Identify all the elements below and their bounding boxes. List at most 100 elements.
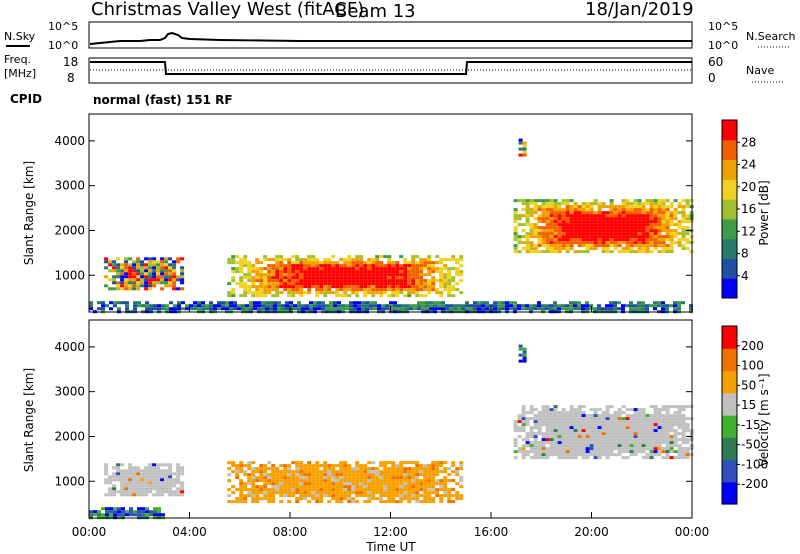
power-cell-3 — [301, 304, 305, 308]
velocity-cell-0 — [124, 481, 129, 485]
velocity-cell-0 — [140, 475, 145, 479]
velocity-cell-2 — [665, 405, 670, 409]
power-cell-1 — [375, 288, 380, 292]
power-cell-0 — [168, 278, 173, 282]
velocity-cell-2 — [621, 432, 626, 436]
velocity-cell-1 — [291, 488, 296, 492]
power-cell-2 — [681, 235, 686, 239]
power-cell-0 — [152, 269, 157, 273]
power-cell-1 — [375, 261, 380, 265]
power-cell-3 — [165, 304, 169, 308]
velocity-cell-0 — [128, 466, 133, 470]
power-cell-1 — [303, 258, 308, 262]
velocity-cell-4 — [522, 359, 527, 363]
velocity-cell-2 — [597, 453, 602, 457]
velocity-cell-1 — [427, 479, 432, 483]
power-cell-0 — [164, 275, 169, 279]
power-cell-1 — [395, 276, 400, 280]
power-cell-2 — [545, 202, 550, 206]
power-cell-1 — [275, 258, 280, 262]
velocity-cell-1 — [319, 497, 324, 501]
velocity-cell-1 — [307, 500, 312, 504]
velocity-cell-1 — [431, 497, 436, 501]
velocity-cell-2 — [521, 414, 526, 418]
velocity-cell-1 — [259, 464, 264, 468]
power-cell-2 — [617, 244, 622, 248]
power-cell-2 — [545, 250, 550, 254]
velocity-cell-2 — [585, 444, 590, 448]
power-cell-2 — [677, 211, 682, 215]
velocity-cell-1 — [319, 494, 324, 498]
velocity-cell-0 — [148, 463, 153, 467]
velocity-cell-2 — [673, 423, 678, 427]
power-cell-2 — [545, 232, 550, 236]
velocity-cell-1 — [395, 485, 400, 489]
power-cell-1 — [415, 276, 420, 280]
velocity-cell-2 — [673, 450, 678, 454]
velocity-cell-2 — [641, 432, 646, 436]
power-cell-2 — [637, 247, 642, 251]
power-cell-2 — [605, 238, 610, 242]
power-cell-2 — [577, 232, 582, 236]
power-cell-2 — [589, 217, 594, 221]
power-cell-3 — [117, 301, 121, 305]
power-cell-3 — [421, 304, 425, 308]
power-cell-2 — [557, 217, 562, 221]
velocity-cell-1 — [259, 479, 264, 483]
power-cell-2 — [549, 232, 554, 236]
power-cell-2 — [613, 205, 618, 209]
power-cell-2 — [653, 238, 658, 242]
power-cell-2 — [589, 235, 594, 239]
velocity-cell-2 — [549, 435, 554, 439]
velocity-cell-1 — [267, 494, 272, 498]
velocity-cell-0 — [120, 475, 125, 479]
x-tick-label: 16:00 — [474, 525, 509, 539]
power-cell-3 — [393, 307, 397, 311]
power-cell-2 — [681, 247, 686, 251]
power-cell-3 — [297, 301, 301, 305]
velocity-cell-2 — [669, 441, 674, 445]
power-cell-2 — [581, 232, 586, 236]
power-cell-3 — [529, 304, 533, 308]
velocity-cell-2 — [517, 450, 522, 454]
power-colorbar-label: Power [dB] — [757, 180, 771, 245]
power-cell-3 — [205, 307, 209, 311]
velocity-cell-2 — [657, 417, 662, 421]
power-cell-1 — [455, 261, 460, 265]
velocity-cell-1 — [407, 500, 412, 504]
power-cell-1 — [259, 261, 264, 265]
velocity-cell-1 — [247, 494, 252, 498]
power-cell-2 — [665, 220, 670, 224]
velocity-cell-0 — [120, 490, 125, 494]
velocity-cell-2 — [597, 423, 602, 427]
velocity-cell-2 — [537, 426, 542, 430]
power-cell-3 — [425, 301, 429, 305]
velocity-cell-0 — [168, 472, 173, 476]
velocity-cell-1 — [283, 464, 288, 468]
power-cell-1 — [403, 264, 408, 268]
power-cell-2 — [517, 241, 522, 245]
velocity-cell-1 — [239, 488, 244, 492]
velocity-cell-2 — [669, 417, 674, 421]
power-cell-1 — [359, 264, 364, 268]
power-cell-2 — [585, 217, 590, 221]
colorbar-segment — [722, 179, 737, 200]
velocity-cell-0 — [144, 487, 149, 491]
power-cell-3 — [173, 307, 177, 311]
power-cell-2 — [685, 202, 690, 206]
power-cell-1 — [355, 258, 360, 262]
power-cell-2 — [665, 238, 670, 242]
power-cell-3 — [505, 301, 509, 305]
power-cell-3 — [217, 307, 221, 311]
velocity-cell-2 — [633, 429, 638, 433]
velocity-cell-1 — [391, 494, 396, 498]
power-cell-0 — [176, 260, 181, 264]
power-cell-3 — [273, 307, 277, 311]
power-cell-2 — [585, 205, 590, 209]
power-cell-0 — [160, 275, 165, 279]
velocity-cell-2 — [645, 438, 650, 442]
velocity-cell-1 — [335, 473, 340, 477]
power-cell-3 — [465, 307, 469, 311]
power-cell-3 — [481, 301, 485, 305]
velocity-cell-1 — [331, 464, 336, 468]
